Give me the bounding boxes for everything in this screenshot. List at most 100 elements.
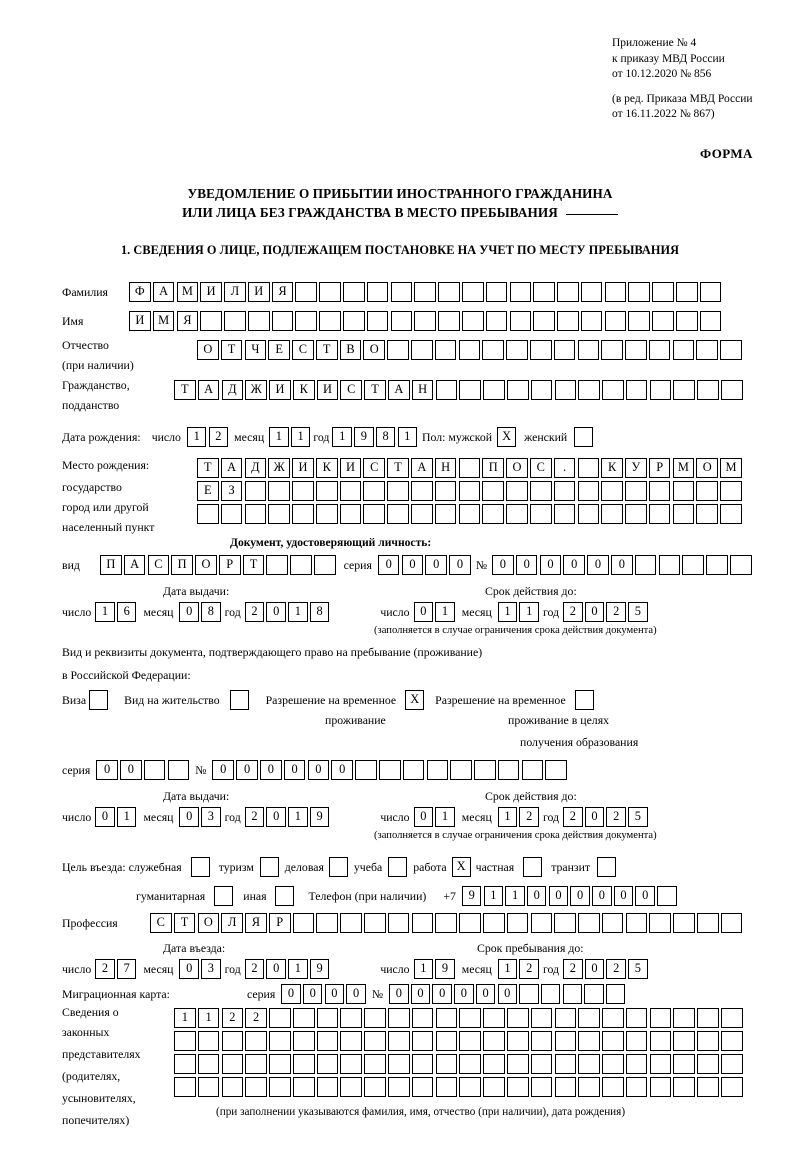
form-cell[interactable] [648,340,671,360]
form-cell[interactable] [578,913,600,933]
form-cell[interactable] [340,1054,363,1074]
form-cell[interactable] [388,1054,410,1074]
form-cell[interactable] [602,1008,624,1028]
form-cell[interactable] [366,282,389,302]
form-cell[interactable] [530,1077,553,1097]
form-cell[interactable] [485,311,508,331]
form-cell[interactable] [485,282,508,302]
form-cell[interactable] [292,913,315,933]
form-cell[interactable]: 5 [628,807,648,827]
form-cell[interactable] [625,913,648,933]
form-cell[interactable]: 7 [116,959,137,979]
form-cell[interactable] [174,1077,196,1097]
form-cell[interactable]: Е [197,481,219,501]
form-cell[interactable] [461,282,484,302]
form-cell[interactable]: Т [197,458,219,478]
form-cell[interactable]: С [150,913,172,933]
form-cell[interactable] [697,380,719,400]
form-cell[interactable] [340,913,362,933]
form-cell[interactable]: 0 [492,555,514,575]
form-cell[interactable] [459,1008,481,1028]
form-cell[interactable] [530,1054,553,1074]
form-cell[interactable]: А [197,380,220,400]
form-cell[interactable]: Т [364,380,386,400]
form-cell[interactable] [720,481,742,501]
form-cell[interactable] [533,282,555,302]
form-cell[interactable]: Т [174,380,196,400]
form-cell[interactable] [697,1054,719,1074]
form-cell[interactable]: А [152,282,175,302]
form-cell[interactable] [530,913,553,933]
form-cell[interactable] [435,380,458,400]
form-cell[interactable]: 9 [309,959,330,979]
form-cell[interactable] [521,760,544,780]
form-cell[interactable]: 0 [413,602,434,622]
form-cell[interactable]: 0 [611,555,633,575]
form-cell[interactable] [625,1054,648,1074]
purpose-official-checkbox[interactable] [190,857,210,877]
form-cell[interactable] [580,311,603,331]
form-cell[interactable] [696,504,718,524]
form-cell[interactable] [364,1031,386,1051]
form-cell[interactable] [411,1077,434,1097]
form-cell[interactable]: 2 [519,959,539,979]
form-cell[interactable] [696,340,718,360]
form-cell[interactable]: 1 [288,602,308,622]
form-cell[interactable]: М [720,458,742,478]
form-cell[interactable]: Ж [268,458,290,478]
form-cell[interactable] [426,760,449,780]
form-cell[interactable] [474,760,496,780]
form-cell[interactable]: К [601,458,623,478]
form-cell[interactable]: Л [221,913,243,933]
form-cell[interactable]: Т [173,913,196,933]
form-cell[interactable]: К [315,458,338,478]
purpose-tourism-checkbox[interactable] [259,857,279,877]
form-cell[interactable]: 1 [505,886,525,906]
form-cell[interactable] [601,504,623,524]
form-cell[interactable]: 0 [377,555,400,575]
form-cell[interactable] [696,913,719,933]
form-cell[interactable] [658,555,681,575]
form-cell[interactable] [540,984,561,1004]
form-cell[interactable]: 9 [435,959,455,979]
form-cell[interactable] [675,282,698,302]
form-cell[interactable] [553,504,576,524]
form-cell[interactable] [387,481,409,501]
form-cell[interactable] [435,1031,458,1051]
form-cell[interactable]: 1 [397,427,417,447]
form-cell[interactable] [649,1031,672,1051]
form-cell[interactable] [649,380,672,400]
form-cell[interactable] [699,311,722,331]
form-cell[interactable]: 0 [432,984,452,1004]
form-cell[interactable] [648,481,671,501]
form-cell[interactable]: 1 [519,602,539,622]
form-cell[interactable] [435,1054,458,1074]
form-cell[interactable] [483,1077,505,1097]
form-cell[interactable] [411,1008,434,1028]
form-cell[interactable] [315,504,338,524]
form-cell[interactable] [315,481,338,501]
form-cell[interactable] [434,504,457,524]
form-cell[interactable] [339,504,362,524]
form-cell[interactable] [314,555,336,575]
form-cell[interactable] [411,340,433,360]
form-cell[interactable]: 9 [354,427,374,447]
form-cell[interactable] [461,311,484,331]
form-cell[interactable] [363,481,386,501]
form-cell[interactable]: 0 [401,555,424,575]
form-cell[interactable] [673,913,695,933]
form-cell[interactable]: 2 [606,602,626,622]
form-cell[interactable]: Л [224,282,246,302]
form-cell[interactable]: 2 [563,807,583,827]
form-cell[interactable] [316,913,339,933]
form-cell[interactable]: 0 [410,984,431,1004]
form-cell[interactable] [506,340,528,360]
form-cell[interactable]: 2 [563,602,583,622]
